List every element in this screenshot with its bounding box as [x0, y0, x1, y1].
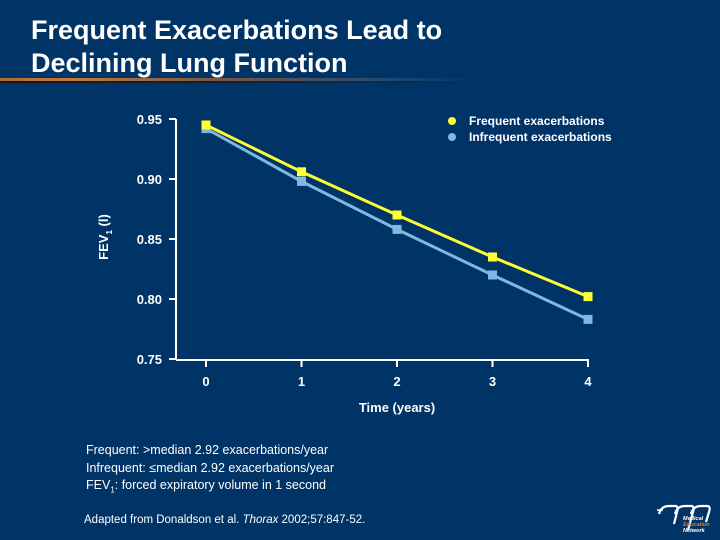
source-journal: Thorax — [242, 514, 279, 526]
series-frequent — [201, 120, 593, 302]
title-underline-shadow — [0, 81, 480, 83]
footnote-infrequent: Infrequent: ≤median 2.92 exacerbations/y… — [86, 460, 334, 475]
x-tick-label: 4 — [584, 374, 592, 389]
legend-label-frequent: Frequent exacerbations — [469, 114, 605, 128]
slide-title: Frequent Exacerbations Lead to Declining… — [31, 14, 442, 80]
y-axis-title-unit: (l) — [96, 214, 112, 231]
x-axis-title: Time (years) — [359, 400, 435, 415]
slide-title-line-1: Frequent Exacerbations Lead to — [31, 15, 443, 45]
series-line — [205, 127, 589, 321]
y-tick-label: 0.80 — [137, 292, 162, 307]
data-point — [583, 292, 593, 302]
y-tick-label: 0.75 — [137, 352, 162, 367]
title-underline — [0, 78, 480, 81]
y-axis-title: FEV1 (l) — [96, 214, 114, 260]
footnote-frequent: Frequent: >median 2.92 exacerbations/yea… — [86, 443, 329, 457]
data-point — [392, 224, 402, 234]
x-tick-label: 2 — [393, 374, 400, 389]
legend-item-infrequent: Infrequent exacerbations — [448, 129, 612, 145]
x-tick-label: 0 — [202, 374, 209, 389]
men-logo-icon — [657, 504, 711, 531]
data-point — [488, 252, 497, 262]
footnotes: Frequent: >median 2.92 exacerbations/yea… — [86, 442, 334, 499]
data-point — [297, 167, 306, 177]
logo-text-education: Education — [683, 522, 710, 528]
chart-axes: 0.95 0.90 0.85 0.80 0.75 0 1 2 3 4 — [137, 112, 593, 389]
logo-text-network: Network — [683, 528, 705, 534]
y-tick-label: 0.90 — [137, 172, 162, 187]
footnote-fev1: FEV1: forced expiratory volume in 1 seco… — [86, 477, 334, 499]
logo-text-medical: Medical — [683, 516, 704, 522]
x-tick-label: 1 — [298, 374, 305, 389]
footnote-fev1-subscript: 1 — [110, 485, 115, 495]
y-axis-title-subscript: 1 — [104, 230, 114, 235]
chart-series — [201, 120, 593, 324]
data-point — [392, 210, 402, 220]
source-suffix: 2002;57:847-52. — [278, 514, 366, 526]
legend-marker-frequent — [448, 117, 456, 125]
data-point — [297, 176, 306, 186]
footnote-fev1-prefix: FEV — [86, 478, 111, 492]
slide-title-line-2: Declining Lung Function — [31, 48, 348, 78]
data-point — [583, 314, 593, 324]
footnote-fev1-text: : forced expiratory volume in 1 second — [114, 478, 326, 492]
chart-legend: Frequent exacerbations Infrequent exacer… — [448, 113, 612, 145]
source-prefix: Adapted from Donaldson et al. — [84, 514, 243, 526]
legend-label-infrequent: Infrequent exacerbations — [469, 130, 612, 144]
y-tick-label: 0.95 — [137, 112, 162, 127]
series-infrequent — [201, 124, 593, 324]
x-tick-label: 3 — [489, 374, 496, 389]
source-citation: Adapted from Donaldson et al. Thorax 200… — [84, 514, 365, 526]
legend-item-frequent: Frequent exacerbations — [448, 113, 612, 129]
logo-text: Medical Education Network — [683, 516, 710, 534]
data-point — [201, 120, 211, 130]
y-tick-label: 0.85 — [137, 232, 162, 247]
data-point — [488, 270, 497, 280]
y-axis-title-main: FEV — [96, 234, 112, 260]
legend-marker-infrequent — [448, 133, 456, 141]
